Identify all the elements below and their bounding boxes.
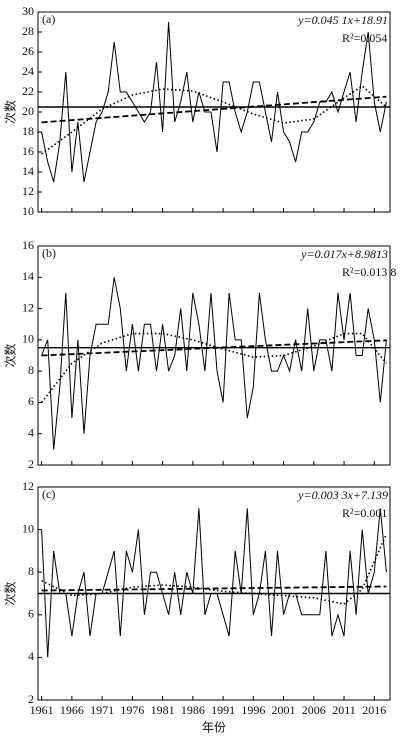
panel-label: (b) [42, 246, 56, 260]
fit-line-dotted [41, 533, 388, 605]
y-tick-label: 28 [22, 24, 34, 38]
y-tick-label: 16 [22, 238, 34, 252]
y-axis-label: 次数 [3, 100, 18, 124]
equation: y=0.017x+8.9813 [300, 247, 388, 261]
x-axis-label: 年份 [202, 721, 226, 735]
data-line [41, 508, 387, 658]
x-tick-label: 1996 [241, 703, 265, 717]
fit-line-dashed [41, 585, 387, 592]
y-tick-label: 14 [22, 164, 34, 178]
y-tick-label: 16 [22, 144, 34, 158]
y-tick-label: 12 [22, 479, 34, 493]
plot-frame [37, 245, 391, 466]
y-tick-label: 2 [28, 457, 34, 471]
x-tick-label: 2011 [332, 703, 356, 717]
y-tick-label: 24 [22, 64, 34, 78]
y-tick-label: 22 [22, 84, 34, 98]
y-tick-label: 4 [28, 649, 34, 663]
x-tick-label: 2016 [362, 703, 386, 717]
x-tick-label: 1976 [120, 703, 144, 717]
y-tick-label: 10 [22, 521, 34, 535]
r-squared: R²=0.054 [342, 31, 387, 45]
y-tick-label: 2 [28, 692, 34, 706]
y-tick-label: 30 [22, 4, 34, 18]
data-line [41, 277, 387, 450]
panel-label: (a) [42, 12, 55, 26]
y-tick-label: 10 [22, 332, 34, 346]
x-tick-label: 2006 [302, 703, 326, 717]
x-tick-label: 1966 [60, 703, 84, 717]
r-squared: R²=0.001 [342, 506, 387, 520]
x-tick-label: 1961 [30, 703, 54, 717]
r-squared: R²=0.013 8 [342, 265, 396, 279]
x-tick-label: 1971 [90, 703, 114, 717]
fit-line-dotted [41, 84, 387, 155]
y-tick-label: 14 [22, 269, 34, 283]
plot-frame [37, 11, 391, 213]
fit-line-dashed [41, 339, 387, 357]
equation: y=0.003 3x+7.139 [297, 488, 388, 502]
x-tick-label: 1986 [181, 703, 205, 717]
fit-line-dotted [40, 332, 388, 403]
y-tick-label: 20 [22, 104, 34, 118]
x-tick-label: 1981 [151, 703, 175, 717]
fit-line-dashed [41, 95, 387, 124]
y-tick-label: 6 [28, 394, 34, 408]
y-tick-label: 10 [22, 204, 34, 218]
y-tick-label: 6 [28, 607, 34, 621]
y-axis-label: 次数 [3, 343, 18, 367]
y-tick-label: 12 [22, 300, 34, 314]
y-axis-label: 次数 [3, 581, 18, 605]
panel-label: (c) [42, 487, 55, 501]
y-tick-label: 8 [28, 363, 34, 377]
y-tick-label: 12 [22, 184, 34, 198]
y-tick-label: 26 [22, 44, 34, 58]
y-tick-label: 8 [28, 564, 34, 578]
data-line [41, 21, 387, 183]
y-tick-label: 18 [22, 124, 34, 138]
x-tick-label: 1991 [211, 703, 235, 717]
equation: y=0.045 1x+18.91 [297, 13, 388, 27]
y-tick-label: 4 [28, 425, 34, 439]
x-tick-label: 2001 [272, 703, 296, 717]
